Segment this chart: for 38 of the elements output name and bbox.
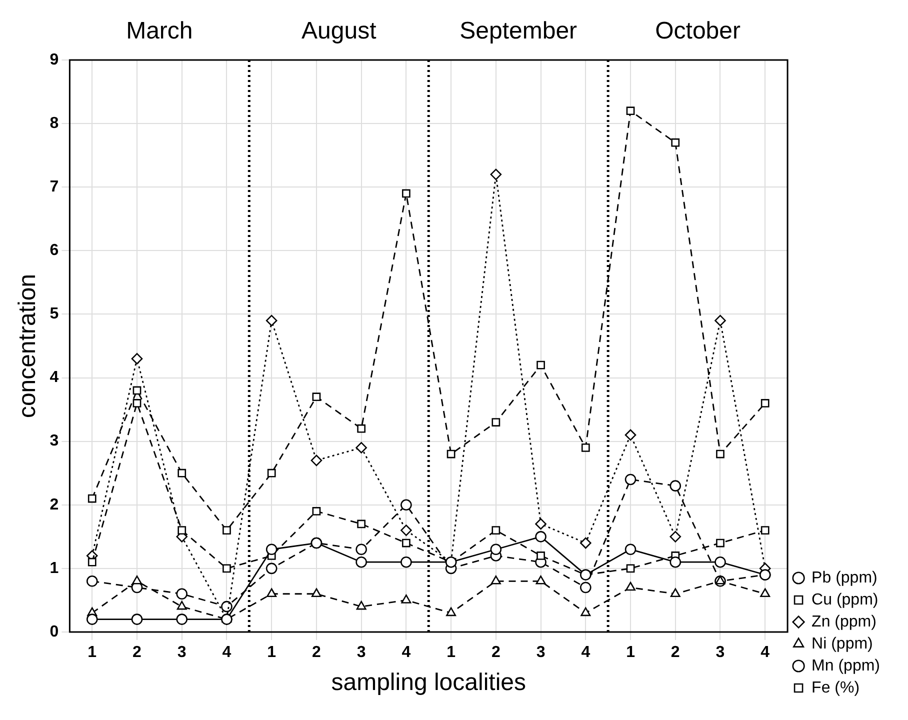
y-tick-label: 5 bbox=[50, 306, 59, 323]
y-tick-label: 0 bbox=[50, 623, 59, 640]
x-tick-label: 3 bbox=[177, 644, 186, 662]
x-tick-label: 3 bbox=[536, 644, 546, 662]
x-tick-label: 2 bbox=[132, 644, 142, 662]
x-tick-label: 2 bbox=[670, 644, 680, 662]
legend-label: Mn (ppm) bbox=[812, 657, 880, 674]
legend-label: Pb (ppm) bbox=[812, 569, 878, 586]
x-tick-label: 1 bbox=[267, 644, 276, 662]
y-tick-label: 2 bbox=[50, 496, 59, 514]
x-tick-label: 1 bbox=[446, 644, 456, 662]
y-tick-label: 6 bbox=[50, 242, 59, 260]
x-tick-label: 1 bbox=[626, 644, 636, 662]
y-tick-label: 7 bbox=[50, 178, 59, 196]
legend-label: Cu (ppm) bbox=[812, 591, 878, 608]
x-tick-label: 4 bbox=[581, 644, 590, 662]
text: October bbox=[655, 18, 741, 45]
x-tick-label: 3 bbox=[356, 644, 366, 662]
y-tick-label: 8 bbox=[50, 114, 59, 132]
y-axis-title: concentration bbox=[14, 274, 42, 418]
x-tick-label: 4 bbox=[760, 644, 770, 662]
legend-label: Fe (%) bbox=[812, 679, 860, 696]
text: September bbox=[460, 18, 578, 45]
text: March bbox=[126, 18, 193, 45]
text: August bbox=[302, 18, 377, 45]
x-tick-label: 4 bbox=[402, 644, 411, 662]
x-tick-label: 3 bbox=[716, 644, 725, 662]
y-tick-label: 9 bbox=[50, 51, 59, 68]
x-tick-label: 2 bbox=[312, 644, 322, 662]
y-tick-label: 4 bbox=[50, 369, 59, 386]
y-tick-label: 3 bbox=[50, 432, 59, 450]
x-axis-title: sampling localities bbox=[331, 669, 526, 696]
legend-label: Zn (ppm) bbox=[812, 613, 876, 630]
x-tick-label: 4 bbox=[222, 644, 232, 662]
legend-label: Ni (ppm) bbox=[812, 635, 873, 652]
x-tick-label: 2 bbox=[491, 644, 500, 662]
x-tick-label: 1 bbox=[88, 644, 97, 662]
y-tick-label: 1 bbox=[50, 560, 59, 577]
